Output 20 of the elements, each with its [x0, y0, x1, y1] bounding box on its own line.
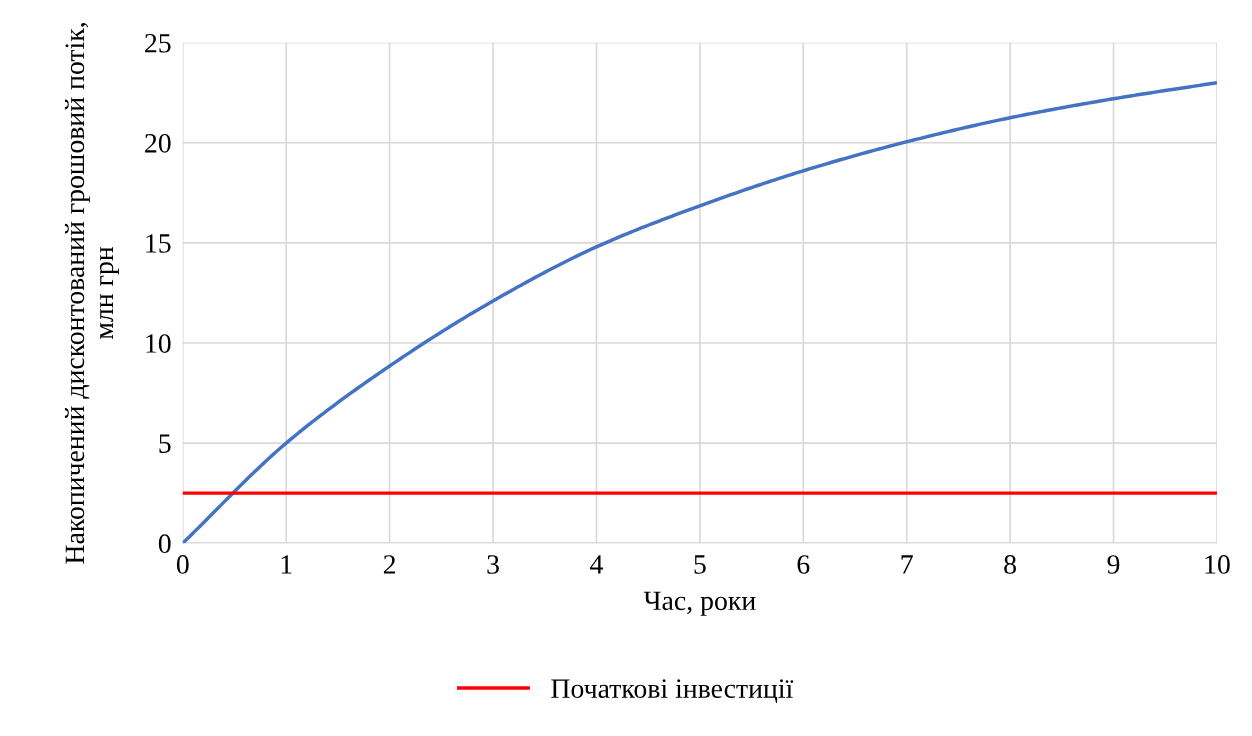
- x-tick-label: 0: [176, 555, 189, 574]
- y-tick-label: 0: [158, 534, 171, 554]
- x-tick-label: 6: [797, 555, 810, 574]
- x-tick-label: 2: [383, 555, 396, 574]
- x-axis-title: Час, роки: [643, 591, 756, 616]
- y-tick-label: 20: [145, 133, 171, 153]
- y-tick-label: 15: [146, 234, 171, 253]
- x-tick-label: 5: [694, 555, 706, 574]
- y-tick-label: 25: [145, 33, 171, 53]
- x-tick-label: 1: [281, 555, 292, 574]
- x-tick-label: 10: [1205, 555, 1230, 574]
- y-tick-label: 5: [159, 434, 171, 453]
- legend-label: Початкові інвестиції: [551, 679, 794, 704]
- x-tick-label: 7: [901, 555, 913, 574]
- y-axis-title: Накопичений дисконтований грошовий потік, млн грн: [64, 23, 119, 564]
- x-tick-label: 9: [1107, 555, 1120, 574]
- x-tick-label: 8: [1004, 555, 1016, 574]
- y-tick-label: 10: [146, 334, 171, 353]
- x-tick-label: 4: [590, 555, 603, 574]
- x-tick-label: 3: [487, 555, 499, 574]
